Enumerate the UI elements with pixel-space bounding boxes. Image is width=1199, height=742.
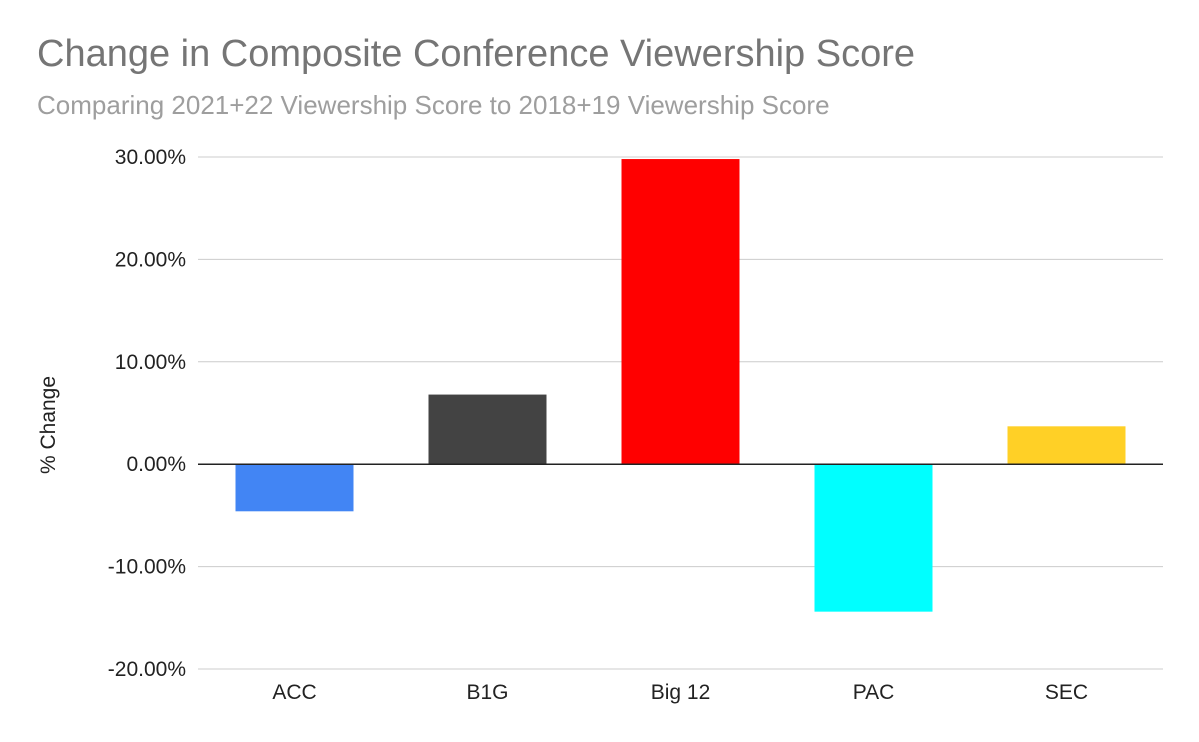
bar-sec [1007,426,1126,465]
bar-big-12 [621,159,740,465]
x-tick-label: B1G [466,681,508,704]
x-tick-label: SEC [1045,681,1088,704]
y-tick-label: -20.00% [108,658,186,681]
y-tick-labels: 30.00% 20.00% 10.00% 0.00% -10.00% -20.00% [108,146,186,681]
bar-pac [814,464,933,612]
chart-subtitle: Comparing 2021+22 Viewership Score to 20… [37,90,830,120]
x-tick-label: ACC [272,681,316,704]
bar-acc [235,464,354,512]
chart-title: Change in Composite Conference Viewershi… [37,33,916,75]
y-tick-label: 30.00% [115,146,186,169]
y-tick-label: -10.00% [108,556,186,579]
x-tick-label: PAC [853,681,895,704]
x-tick-label: Big 12 [651,681,711,704]
y-tick-label: 20.00% [115,248,186,271]
y-tick-label: 0.00% [126,453,186,476]
bar-b1g [428,394,547,465]
x-category-labels: ACC B1G Big 12 PAC SEC [272,681,1088,704]
y-axis-label: % Change [37,376,60,474]
y-tick-label: 10.00% [115,351,186,374]
bars [235,159,1126,612]
